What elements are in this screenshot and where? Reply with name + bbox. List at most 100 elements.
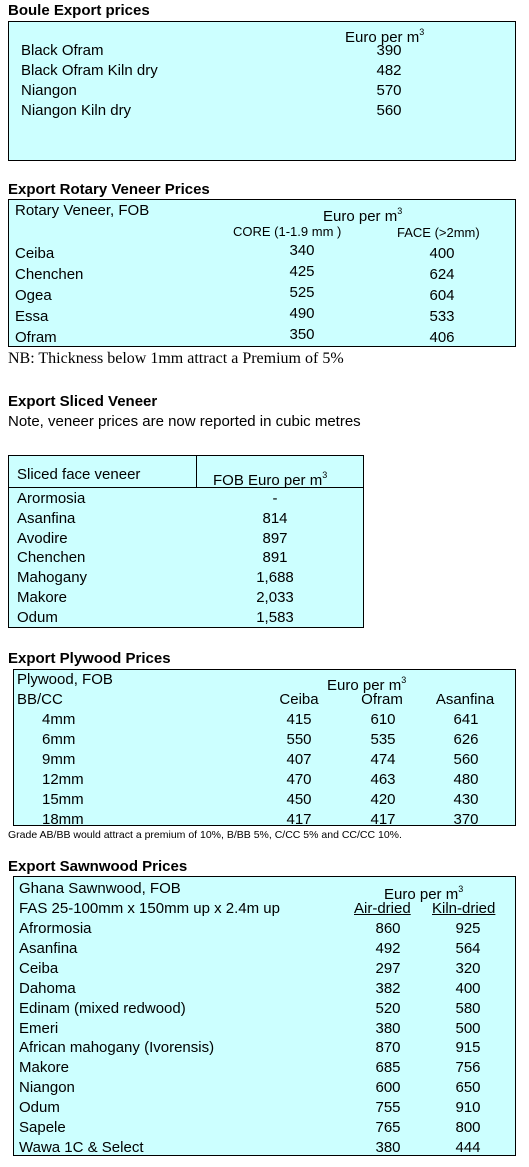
sawn-row-kiln: 564 <box>455 939 481 957</box>
rotary-row-name: Chenchen <box>15 266 84 283</box>
plywood-row-ceiba: 470 <box>286 771 312 788</box>
sliced-row-name: Makore <box>17 589 68 606</box>
plywood-row-asanfina: 370 <box>453 811 479 828</box>
boule-title: Boule Export prices <box>8 2 150 19</box>
sawn-row-air: 492 <box>375 939 401 957</box>
sliced-row-name: Arormosia <box>17 490 86 507</box>
sawn-title: Export Sawnwood Prices <box>8 858 188 875</box>
sliced-title: Export Sliced Veneer <box>8 393 158 410</box>
rotary-row-core: 525 <box>289 284 315 301</box>
sawn-row-air: 297 <box>375 959 401 977</box>
plywood-row-ofram: 474 <box>370 751 396 768</box>
sliced-row-price: 1,688 <box>256 569 294 587</box>
sawn-row-name: Niangon <box>19 1079 75 1097</box>
rotary-row-core: 490 <box>289 305 315 322</box>
sawn-row-name: Edinam (mixed redwood) <box>19 999 186 1017</box>
sliced-table: Sliced face veneer FOB Euro per m3 Arorm… <box>8 455 364 628</box>
sawn-row-air: 520 <box>375 999 401 1017</box>
sawn-table: Ghana Sawnwood, FOB Euro per m3 FAS 25-1… <box>13 876 516 1156</box>
sawn-row-kiln: 320 <box>455 959 481 977</box>
plywood-unit: Euro per m3 <box>327 675 407 694</box>
plywood-row-asanfina: 641 <box>453 711 479 728</box>
rotary-row-name: Essa <box>15 308 49 325</box>
sawn-row-kiln: 756 <box>455 1059 481 1077</box>
sliced-row-price: 1,583 <box>256 608 294 626</box>
plywood-row-ceiba: 450 <box>286 791 312 808</box>
rotary-row-face: 400 <box>429 245 455 262</box>
boule-table: Euro per m3 Black Ofram 390 Black Ofram Ki… <box>8 21 516 161</box>
sawn-row-air: 380 <box>375 1019 401 1037</box>
plywood-row-ofram: 610 <box>370 711 396 728</box>
sawn-row-air: 870 <box>375 1039 401 1057</box>
sawn-row-kiln: 800 <box>455 1119 481 1136</box>
sawn-row-air: 765 <box>375 1119 401 1136</box>
boule-row-price: 390 <box>376 42 402 59</box>
plywood-row-ceiba: 415 <box>286 711 312 728</box>
sliced-row-name: Chenchen <box>17 549 86 567</box>
boule-row-name: Black Ofram <box>21 42 104 59</box>
sawn-row-name: Asanfina <box>19 939 78 957</box>
sawn-row-kiln: 400 <box>455 979 481 997</box>
boule-row-price: 482 <box>376 62 402 79</box>
boule-row-name: Black Ofram Kiln dry <box>21 62 158 79</box>
plywood-row-ceiba: 550 <box>286 731 312 748</box>
plywood-col-ofram: Ofram <box>361 691 403 708</box>
boule-row-name: Niangon <box>21 82 77 99</box>
sawn-row-name: Ceiba <box>19 959 59 977</box>
rotary-row-face: 533 <box>429 308 455 325</box>
sawn-row-name: Dahoma <box>19 979 76 997</box>
sliced-col-name: Sliced face veneer <box>17 466 141 483</box>
sawn-row-name: Makore <box>19 1059 70 1077</box>
rotary-row-face: 624 <box>429 266 455 283</box>
rotary-row-face: 604 <box>429 287 455 304</box>
sawn-row-kiln: 925 <box>455 920 481 937</box>
plywood-row-size: 15mm <box>42 791 84 808</box>
sliced-row-price: 891 <box>262 549 288 567</box>
sawn-row-name: Odum <box>19 1099 60 1117</box>
plywood-row-asanfina: 626 <box>453 731 479 748</box>
rotary-title: Export Rotary Veneer Prices <box>8 181 210 198</box>
sawn-row-kiln: 650 <box>455 1079 481 1097</box>
sawn-row-air: 685 <box>375 1059 401 1077</box>
rotary-row-core: 350 <box>289 326 315 343</box>
sliced-col-price: FOB Euro per m3 <box>213 470 328 489</box>
plywood-row-size: 18mm <box>42 811 84 828</box>
plywood-row-ceiba: 417 <box>286 811 312 828</box>
sawn-row-kiln: 915 <box>455 1039 481 1057</box>
sawn-row-air: 860 <box>375 920 401 937</box>
plywood-row-size: 6mm <box>42 731 76 748</box>
rotary-label: Rotary Veneer, FOB <box>15 202 150 219</box>
sliced-row-price: - <box>272 490 278 507</box>
sliced-header-divider <box>9 487 363 488</box>
plywood-row-ofram: 420 <box>370 791 396 808</box>
sliced-row-name: Mahogany <box>17 569 88 587</box>
rotary-row-name: Ceiba <box>15 245 55 262</box>
sawn-label: Ghana Sawnwood, FOB <box>19 880 181 897</box>
sawn-col-kiln: Kiln-dried <box>432 900 496 917</box>
plywood-row-ofram: 535 <box>370 731 396 748</box>
rotary-col-core: CORE (1-1.9 mm ) <box>233 224 342 239</box>
sliced-row-price: 897 <box>262 529 288 547</box>
sawn-row-air: 380 <box>375 1138 401 1156</box>
sawn-col-air: Air-dried <box>354 900 411 917</box>
rotary-table: Rotary Veneer, FOB Euro per m3 CORE (1-1… <box>8 199 516 347</box>
sawn-row-name: Afrormosia <box>19 920 92 937</box>
plywood-row-asanfina: 560 <box>453 751 479 768</box>
rotary-row-face: 406 <box>429 329 455 346</box>
sawn-row-name: African mahogany (Ivorensis) <box>19 1039 215 1057</box>
plywood-row-asanfina: 430 <box>453 791 479 808</box>
plywood-note: Grade AB/BB would attract a premium of 1… <box>8 829 402 841</box>
sliced-row-price: 814 <box>262 509 288 527</box>
sawn-row-name: Sapele <box>19 1119 66 1136</box>
sliced-subtitle: Note, veneer prices are now reported in … <box>8 413 361 430</box>
sawn-row-name: Emeri <box>19 1019 59 1037</box>
plywood-col-asanfina: Asanfina <box>435 691 495 708</box>
plywood-table: Plywood, FOB Euro per m3 BB/CC Ceiba Ofr… <box>13 669 516 828</box>
plywood-row-ofram: 463 <box>370 771 396 788</box>
boule-row-price: 560 <box>376 102 402 119</box>
boule-row-name: Niangon Kiln dry <box>21 102 132 119</box>
sawn-unit: Euro per m3 <box>384 884 464 903</box>
rotary-note: NB: Thickness below 1mm attract a Premiu… <box>8 350 344 367</box>
sawn-row-kiln: 500 <box>455 1019 481 1037</box>
rotary-unit: Euro per m3 <box>323 206 403 225</box>
